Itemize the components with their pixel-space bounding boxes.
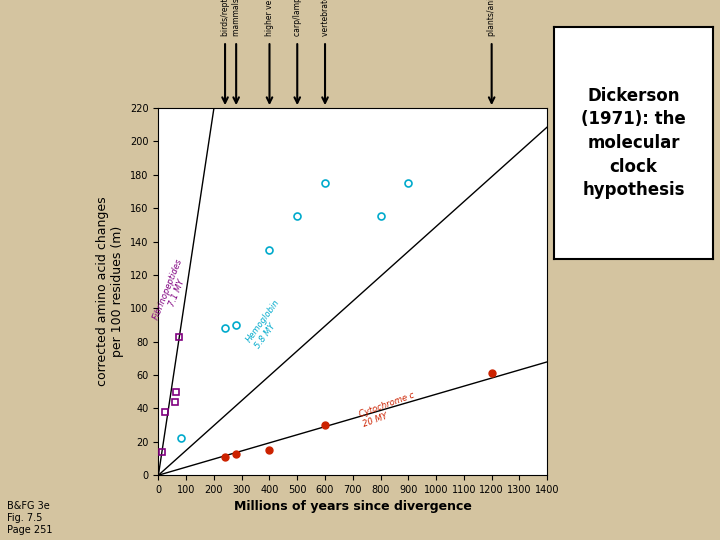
Text: vertebrates/insects (600 MY): vertebrates/insects (600 MY) <box>320 0 330 36</box>
Text: mammals/reptiles (300 MY): mammals/reptiles (300 MY) <box>232 0 240 36</box>
Text: carp/lamprey (500 MY): carp/lamprey (500 MY) <box>293 0 302 36</box>
Text: B&FG 3e
Fig. 7.5
Page 251: B&FG 3e Fig. 7.5 Page 251 <box>7 502 53 535</box>
Y-axis label: corrected amino acid changes
per 100 residues (m): corrected amino acid changes per 100 res… <box>96 197 125 387</box>
Text: higher vertebrates/fish (400 MY): higher vertebrates/fish (400 MY) <box>265 0 274 36</box>
Text: birds/reptiles (240 MY): birds/reptiles (240 MY) <box>220 0 230 36</box>
Text: plants/animals (1200 MY): plants/animals (1200 MY) <box>487 0 496 36</box>
Text: Fibrinopeptides
7.1 MY: Fibrinopeptides 7.1 MY <box>151 257 194 325</box>
Text: Dickerson
(1971): the
molecular
clock
hypothesis: Dickerson (1971): the molecular clock hy… <box>581 87 686 199</box>
Text: Hemoglobin
5.8 MY: Hemoglobin 5.8 MY <box>245 298 290 350</box>
X-axis label: Millions of years since divergence: Millions of years since divergence <box>234 501 472 514</box>
Text: Cytochrome c
20 MY: Cytochrome c 20 MY <box>359 390 420 428</box>
